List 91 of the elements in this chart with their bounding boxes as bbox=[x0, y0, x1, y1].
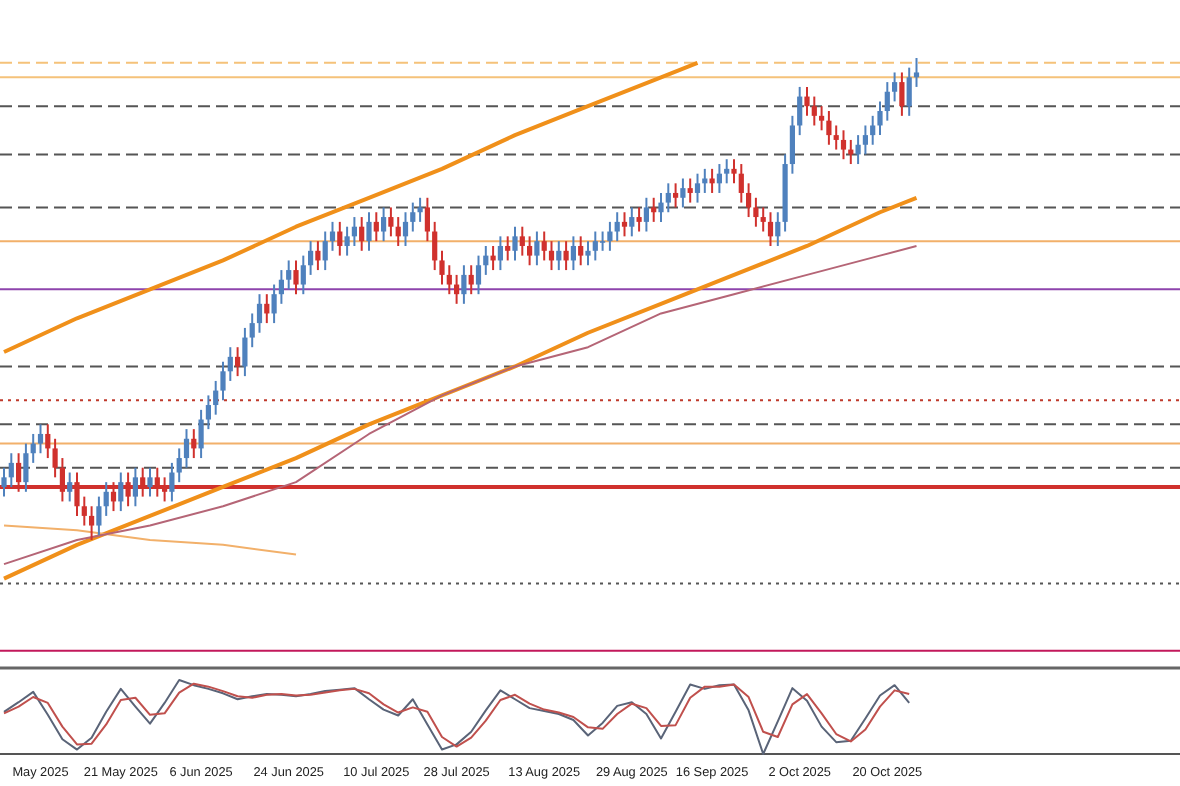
candlestick bbox=[329, 220, 336, 252]
candlestick bbox=[395, 216, 401, 247]
candlestick bbox=[322, 230, 328, 272]
candlestick bbox=[132, 466, 138, 508]
candlestick bbox=[337, 220, 343, 257]
candlestick bbox=[417, 196, 423, 223]
candlestick bbox=[738, 163, 744, 204]
candlestick bbox=[578, 235, 584, 267]
candlestick bbox=[673, 182, 679, 209]
candlestick bbox=[512, 225, 518, 262]
candlestick bbox=[8, 452, 14, 488]
candlestick bbox=[183, 428, 190, 469]
candlestick bbox=[89, 505, 95, 541]
candlestick bbox=[585, 240, 591, 267]
candlestick bbox=[892, 71, 898, 103]
candlestick bbox=[746, 182, 752, 219]
candlestick bbox=[665, 182, 671, 214]
candlestick bbox=[37, 423, 44, 455]
candlestick bbox=[191, 428, 197, 460]
candlestick bbox=[563, 240, 569, 272]
candlestick bbox=[264, 293, 270, 325]
candlestick bbox=[767, 211, 774, 247]
candlestick bbox=[775, 211, 781, 247]
candlestick bbox=[636, 206, 642, 233]
candlestick bbox=[147, 466, 153, 498]
candlestick bbox=[899, 71, 905, 117]
candlestick bbox=[556, 240, 562, 272]
candlestick bbox=[446, 264, 452, 296]
candlestick bbox=[213, 379, 219, 416]
candlestick bbox=[804, 85, 810, 117]
candlestick bbox=[351, 216, 357, 247]
candlestick bbox=[519, 225, 525, 257]
candlestick bbox=[833, 124, 839, 151]
candlestick bbox=[570, 235, 576, 272]
candlestick bbox=[658, 191, 664, 223]
candlestick bbox=[680, 177, 686, 209]
candlestick bbox=[256, 293, 263, 334]
candlestick bbox=[600, 230, 606, 252]
candlestick bbox=[716, 163, 722, 194]
candlestick bbox=[388, 206, 394, 238]
candlestick bbox=[541, 230, 547, 262]
candlestick bbox=[527, 235, 533, 267]
candlestick bbox=[454, 273, 460, 305]
candlestick bbox=[67, 471, 73, 503]
candlestick bbox=[293, 259, 299, 296]
candlestick bbox=[366, 211, 372, 252]
candlestick bbox=[643, 196, 649, 233]
candlestick bbox=[913, 57, 920, 88]
candlestick bbox=[45, 423, 51, 460]
candlestick bbox=[176, 447, 182, 484]
candlestick bbox=[402, 211, 409, 247]
candlestick bbox=[651, 196, 657, 223]
candlestick bbox=[840, 129, 847, 161]
candlestick bbox=[906, 66, 912, 117]
candlestick bbox=[826, 110, 832, 146]
candlestick bbox=[592, 230, 598, 262]
candlestick bbox=[621, 211, 628, 238]
candlestick bbox=[884, 81, 890, 122]
candlestick bbox=[870, 114, 876, 146]
candlestick bbox=[505, 235, 511, 262]
candlestick bbox=[534, 230, 540, 267]
candlestick bbox=[461, 264, 467, 305]
candlestick bbox=[724, 158, 730, 185]
candlestick bbox=[23, 442, 29, 493]
candlestick bbox=[607, 220, 613, 252]
candlestick bbox=[687, 177, 693, 204]
candlestick bbox=[629, 206, 635, 238]
candlestick bbox=[468, 264, 474, 296]
candlestick bbox=[797, 85, 803, 137]
candlestick bbox=[278, 269, 284, 305]
candlestick bbox=[359, 216, 365, 252]
candlestick bbox=[424, 196, 430, 243]
candlestick bbox=[432, 220, 438, 272]
candlestick bbox=[760, 206, 766, 233]
candlestick bbox=[344, 225, 350, 257]
candlestick bbox=[548, 240, 555, 272]
candlestick bbox=[475, 254, 482, 296]
candlestick bbox=[373, 211, 379, 243]
candlestick bbox=[811, 95, 817, 127]
candlestick bbox=[819, 105, 825, 132]
candlestick bbox=[300, 254, 306, 296]
candlestick bbox=[862, 124, 868, 156]
candlestick bbox=[497, 235, 503, 272]
candlestick bbox=[118, 471, 124, 513]
candlestick bbox=[308, 240, 314, 276]
candlestick bbox=[381, 206, 387, 243]
candlestick bbox=[614, 211, 620, 243]
candlestick bbox=[286, 259, 292, 291]
candlestick bbox=[315, 240, 321, 272]
candlestick bbox=[694, 172, 701, 204]
candlestick bbox=[235, 346, 241, 378]
